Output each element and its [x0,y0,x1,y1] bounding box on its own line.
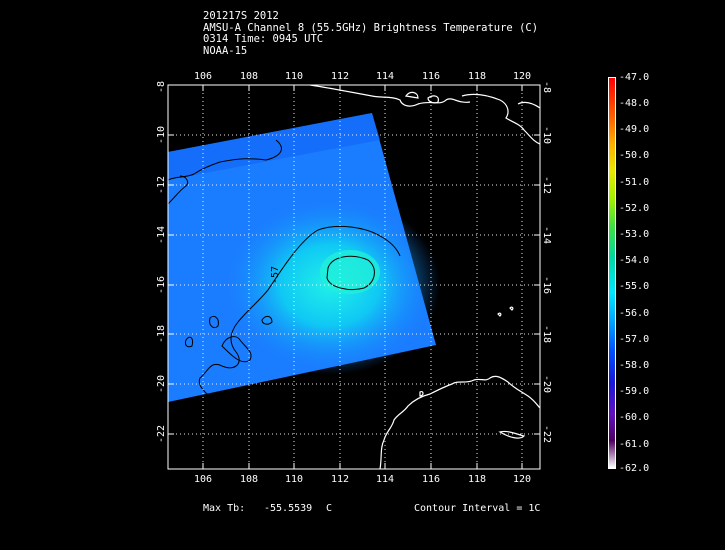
temperature-contours [168,139,401,402]
lon-label-bottom: 114 [376,474,394,485]
contour-north [168,139,282,181]
lat-label-right: -8 [541,81,552,93]
contour-interval-text: Contour Interval = 1C [414,503,541,514]
lat-label-left: -8 [156,81,167,93]
colorbar-label: -59.0 [619,386,650,397]
contour-max [326,255,375,291]
contour-northwest [168,175,189,205]
lat-labels-right: -8 -10 -12 -14 -16 -18 -20 -22 [541,81,552,443]
warm-core-center [320,250,380,294]
lon-labels-top: 106 108 110 112 114 116 118 120 [194,71,531,82]
lat-label-left: -14 [156,226,167,244]
lat-label-left: -22 [156,425,167,443]
lon-label-top: 118 [468,71,486,82]
lat-label-left: -16 [156,276,167,294]
colorbar-label: -52.0 [619,203,650,214]
colorbar-label: -49.0 [619,124,650,135]
colorbar-label: -51.0 [619,177,650,188]
lon-label-top: 114 [376,71,394,82]
lon-label-bottom: 108 [240,474,258,485]
lat-label-left: -18 [156,325,167,343]
lon-label-bottom: 110 [285,474,303,485]
lon-label-top: 112 [331,71,349,82]
colorbar-label: -61.0 [619,439,650,450]
colorbar-label: -56.0 [619,308,650,319]
lat-lon-grid [168,85,540,469]
contour-57-west [198,289,269,402]
offshore-islands-2 [419,391,424,397]
colorbar-label: -47.0 [619,72,650,83]
colorbar-label: -54.0 [619,255,650,266]
colorbar-label: -55.0 [619,281,650,292]
colorbar-label: -57.0 [619,334,650,345]
contour-57-east [267,225,401,291]
offshore-islands-1 [497,306,514,317]
coastlines [309,85,540,469]
satellite-title: NOAA-15 [203,44,248,57]
temperature-colorbar [608,77,616,469]
contour-loop-3 [261,315,273,325]
plot-header: 201217S 2012 AMSU-A Channel 8 (55.5GHz) … [203,10,539,57]
colorbar-label: -48.0 [619,98,650,109]
lat-label-left: -12 [156,176,167,194]
colorbar-label: -58.0 [619,360,650,371]
kimberley-islands [498,430,526,439]
tick-marks [168,85,540,469]
lon-label-bottom: 116 [422,474,440,485]
max-tb-label: Max Tb: [203,503,246,514]
java-coast [309,85,471,107]
lon-label-bottom: 106 [194,474,212,485]
lat-label-left: -10 [156,126,167,144]
contour-loop-2 [209,315,219,329]
lat-label-right: -20 [541,375,552,393]
lat-label-right: -14 [541,226,552,244]
lon-labels-bottom: 106 108 110 112 114 116 118 120 [194,474,531,485]
storm-id-title: 201217S 2012 [203,10,279,22]
colorbar-label: -60.0 [619,412,650,423]
lon-label-bottom: 120 [513,474,531,485]
lat-label-left: -20 [156,375,167,393]
swath-edge-darker [168,113,380,180]
lat-label-right: -10 [541,126,552,144]
lon-label-top: 120 [513,71,531,82]
map-frame [167,84,541,470]
colorbar-label: -53.0 [619,229,650,240]
colorbar-label: -50.0 [619,150,650,161]
max-tb-value: -55.5539 [264,503,313,514]
lat-labels-left: -8 -10 -12 -14 -16 -18 -20 -22 [156,81,167,443]
australia-nw-coast [379,375,540,469]
bali-lombok-coast [404,91,439,104]
lon-label-top: 110 [285,71,303,82]
lat-label-right: -18 [541,325,552,343]
channel-title: AMSU-A Channel 8 (55.5GHz) Brightness Te… [203,21,539,34]
lon-label-bottom: 112 [331,474,349,485]
lon-label-top: 108 [240,71,258,82]
nusa-tenggara-coast [461,93,540,145]
contour-loop-4 [185,336,193,348]
lat-label-right: -16 [541,276,552,294]
lon-label-top: 106 [194,71,212,82]
lat-label-right: -12 [541,176,552,194]
colorbar-label: -62.0 [619,463,650,474]
lat-label-right: -22 [541,425,552,443]
lon-label-bottom: 118 [468,474,486,485]
time-title: 0314 Time: 0945 UTC [203,33,324,45]
max-tb-unit: C [326,503,333,514]
contour-label: -57 [270,266,281,284]
lon-label-top: 116 [422,71,440,82]
